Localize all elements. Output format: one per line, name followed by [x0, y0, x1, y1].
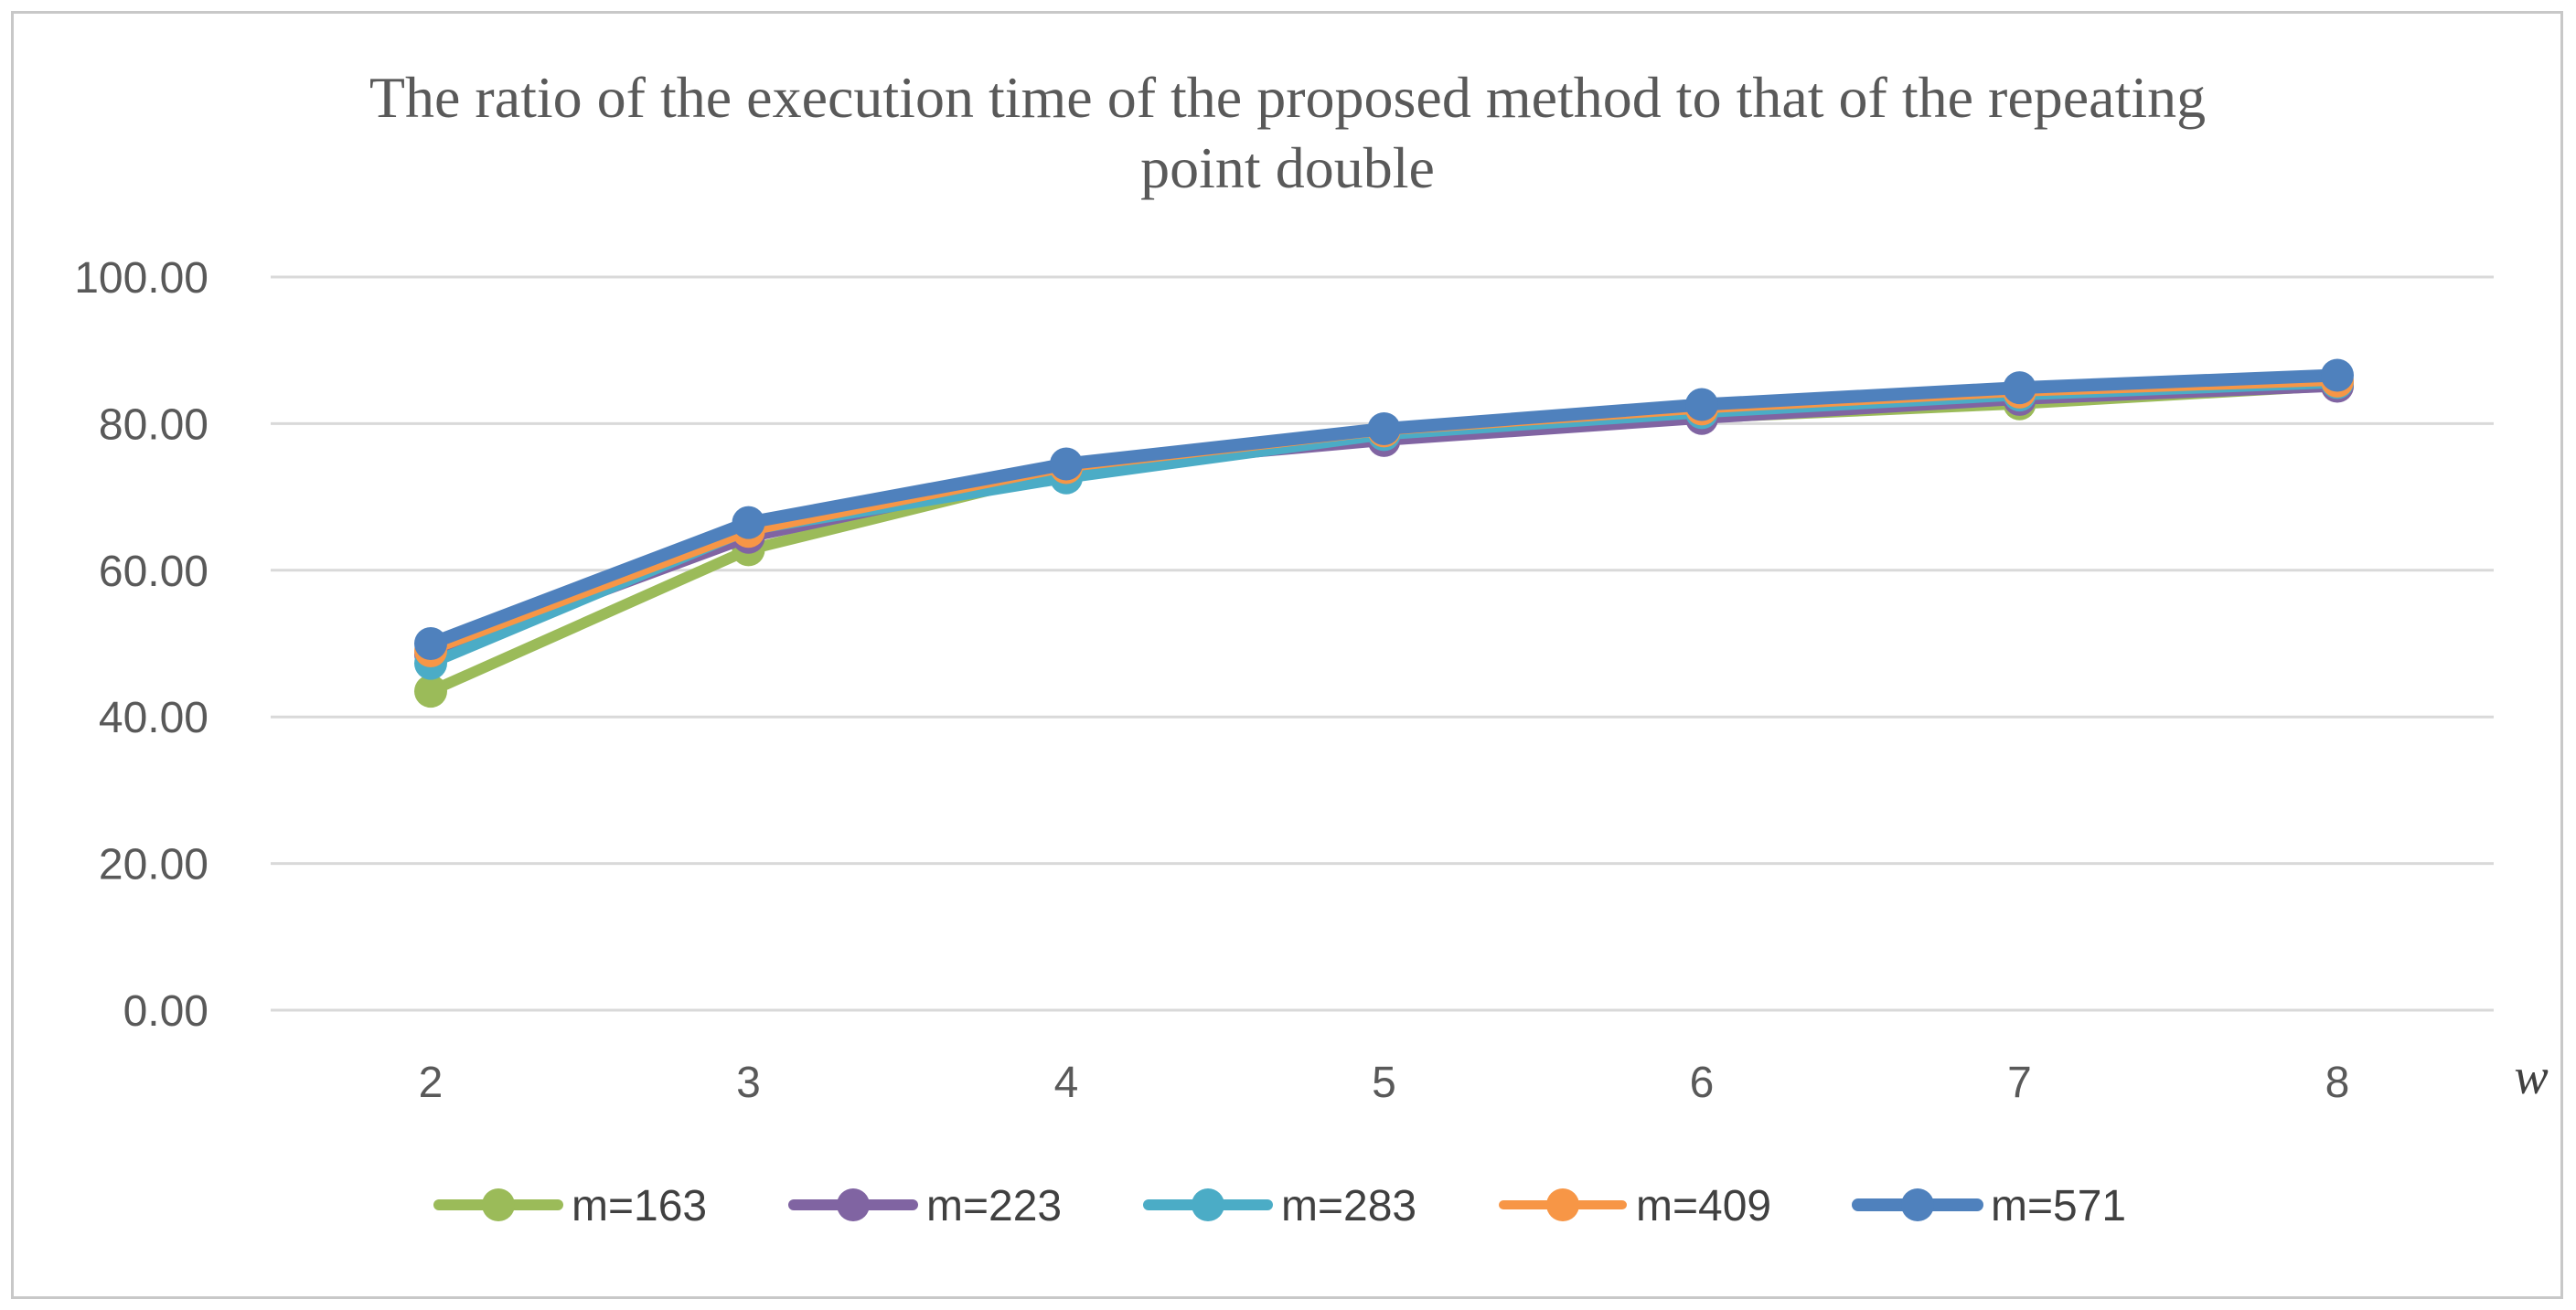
y-tick-label: 80.00 — [99, 400, 208, 449]
legend-label: m=223 — [926, 1182, 1062, 1230]
legend-entry: m=223 — [788, 1182, 1062, 1230]
x-tick-label: 3 — [736, 1059, 761, 1107]
y-tick-label: 0.00 — [123, 987, 208, 1036]
legend-entry: m=571 — [1852, 1182, 2126, 1230]
x-tick-label: 6 — [1690, 1059, 1715, 1107]
legend-label: m=163 — [572, 1182, 707, 1230]
x-tick-label: 5 — [1372, 1059, 1396, 1107]
data-point — [732, 506, 765, 539]
data-point — [1685, 388, 1718, 421]
x-tick-label: 7 — [2007, 1059, 2032, 1107]
y-tick-label: 40.00 — [99, 694, 208, 742]
legend-entry: m=283 — [1143, 1182, 1416, 1230]
legend-entry: m=409 — [1499, 1182, 1771, 1230]
legend-marker — [837, 1188, 870, 1221]
legend-entry: m=163 — [433, 1182, 707, 1230]
series-m=409 — [414, 364, 2354, 668]
chart-title-line-2: point double — [1140, 135, 1435, 200]
y-tick-label: 100.00 — [74, 254, 208, 303]
data-point — [2003, 371, 2036, 405]
legend-marker — [1192, 1188, 1224, 1221]
legend-marker — [1901, 1188, 1934, 1221]
legend-marker — [482, 1188, 515, 1221]
x-tick-label: 8 — [2325, 1059, 2350, 1107]
x-tick-label: 4 — [1054, 1059, 1079, 1107]
x-tick-label: 2 — [419, 1059, 444, 1107]
series-m=571 — [414, 358, 2354, 660]
legend-marker — [1546, 1188, 1579, 1221]
chart-title-line-1: The ratio of the execution time of the p… — [369, 65, 2206, 130]
data-point — [2321, 358, 2354, 392]
data-point — [414, 627, 447, 660]
x-axis-label: w — [2514, 1049, 2548, 1105]
data-point — [1367, 412, 1401, 446]
legend: m=163 m=223 m=283 m=409 m=571 — [433, 1182, 2126, 1230]
x-axis-tick-labels: 2 3 4 5 6 7 8 — [419, 1059, 2350, 1107]
legend-label: m=571 — [1991, 1182, 2126, 1230]
y-tick-label: 60.00 — [99, 548, 208, 596]
y-tick-label: 20.00 — [99, 841, 208, 889]
series-lines — [414, 358, 2354, 708]
legend-label: m=283 — [1281, 1182, 1416, 1230]
data-point — [414, 675, 447, 708]
y-axis-tick-labels: 0.00 20.00 40.00 60.00 80.00 100.00 — [74, 254, 208, 1036]
legend-label: m=409 — [1636, 1182, 1771, 1230]
data-point — [1050, 447, 1083, 481]
